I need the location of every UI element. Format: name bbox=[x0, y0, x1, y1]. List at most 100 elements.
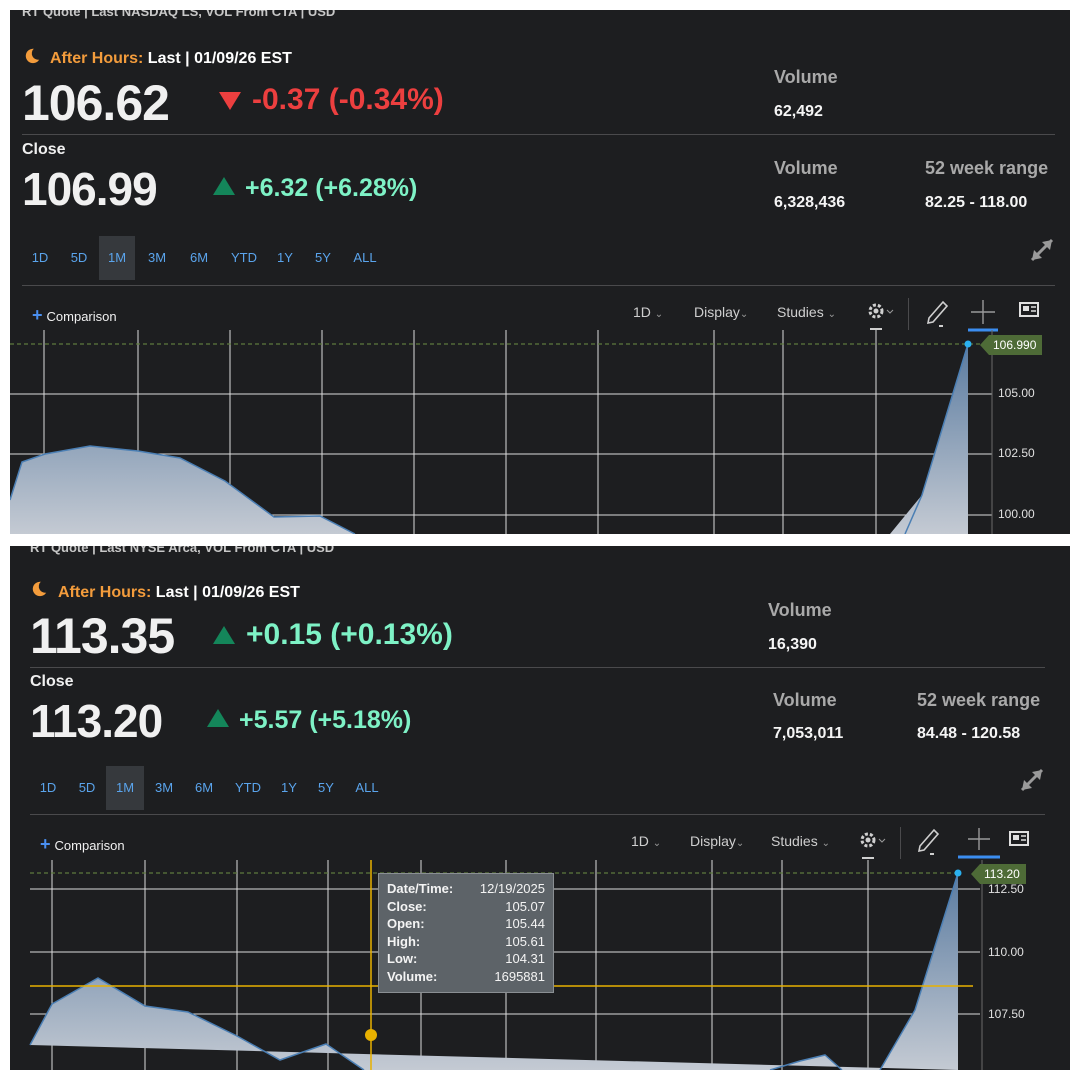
comparison-label: Comparison bbox=[46, 309, 117, 324]
range-ytd[interactable]: YTD bbox=[235, 780, 261, 795]
tooltip-row: Low: 104.31 bbox=[387, 950, 545, 968]
tooltip-key: High: bbox=[387, 933, 421, 949]
comparison-label: Comparison bbox=[54, 838, 125, 853]
range-3m[interactable]: 3M bbox=[147, 250, 167, 265]
quote-panel-2: RT Quote | Last NYSE Arca, VOL From CTA … bbox=[10, 546, 1070, 1070]
range-all[interactable]: ALL bbox=[355, 780, 379, 795]
after-hours-change: +0.15 (+0.13%) bbox=[246, 618, 453, 651]
toolbar-separator bbox=[908, 298, 909, 330]
chevron-down-icon: ⌄ bbox=[735, 838, 745, 849]
crosshair-icon[interactable] bbox=[958, 826, 1000, 860]
tooltip-key: Close: bbox=[387, 898, 427, 914]
range-value: 82.25 - 118.00 bbox=[925, 194, 1028, 211]
moon-icon bbox=[25, 48, 40, 64]
price-chart[interactable] bbox=[10, 330, 1070, 534]
quote-source-line: RT Quote | Last NYSE Arca, VOL From CTA … bbox=[30, 546, 335, 555]
moon-icon bbox=[32, 581, 47, 597]
range-6m[interactable]: 6M bbox=[194, 780, 214, 795]
tooltip-key: Open: bbox=[387, 916, 425, 931]
interval-select[interactable]: 1D ⌄ bbox=[633, 304, 663, 320]
crosshair-icon[interactable] bbox=[968, 298, 998, 332]
comparison-button[interactable]: + Comparison bbox=[32, 305, 117, 326]
after-hours-volume-value: 16,390 bbox=[768, 636, 817, 653]
range-6m[interactable]: 6M bbox=[189, 250, 209, 265]
divider bbox=[30, 667, 1045, 668]
range-ytd[interactable]: YTD bbox=[231, 250, 257, 265]
news-icon[interactable] bbox=[1018, 300, 1042, 320]
interval-select[interactable]: 1D ⌄ bbox=[631, 833, 661, 849]
y-tick-label: 110.00 bbox=[988, 945, 1024, 959]
pencil-icon[interactable] bbox=[916, 826, 942, 856]
triangle-up-icon bbox=[207, 709, 229, 727]
range-1y[interactable]: 1Y bbox=[281, 780, 297, 795]
quote-source-line: RT Quote | Last NASDAQ LS, VOL From CTA … bbox=[22, 10, 336, 19]
close-volume-value: 6,328,436 bbox=[774, 194, 846, 211]
tooltip-value: 1695881 bbox=[494, 968, 545, 984]
news-icon[interactable] bbox=[1008, 829, 1032, 849]
tooltip-value: 12/19/2025 bbox=[479, 881, 545, 896]
expand-icon[interactable] bbox=[1028, 236, 1056, 264]
tooltip-row: Date/Time: 12/19/2025 bbox=[387, 880, 545, 898]
last-price-dot bbox=[964, 340, 972, 348]
comparison-button[interactable]: + Comparison bbox=[40, 834, 125, 855]
after-hours-volume-label: Volume bbox=[774, 67, 838, 87]
after-hours-volume-value: 62,492 bbox=[774, 103, 823, 120]
range-1m[interactable]: 1M bbox=[99, 236, 135, 280]
range-5d[interactable]: 5D bbox=[70, 250, 88, 265]
y-tick-label: 112.50 bbox=[988, 882, 1024, 896]
range-5d[interactable]: 5D bbox=[78, 780, 96, 795]
tooltip-row: Open: 105.44 bbox=[387, 915, 545, 933]
close-label: Close bbox=[30, 673, 74, 690]
toolbar-separator bbox=[900, 827, 901, 859]
triangle-up-icon bbox=[213, 626, 235, 644]
pencil-icon[interactable] bbox=[925, 298, 951, 328]
range-1m[interactable]: 1M bbox=[106, 766, 144, 810]
range-5y[interactable]: 5Y bbox=[318, 780, 334, 795]
display-select[interactable]: Display⌄ bbox=[694, 304, 748, 320]
after-hours-timestamp: Last | 01/09/26 EST bbox=[155, 584, 300, 601]
tooltip-value: 105.44 bbox=[505, 916, 545, 931]
range-label: 52 week range bbox=[925, 158, 1049, 178]
tooltip-row: High: 105.61 bbox=[387, 933, 545, 951]
last-price-tag: 113.20 bbox=[971, 864, 1026, 884]
display-label: Display bbox=[690, 833, 736, 849]
gear-icon[interactable] bbox=[863, 300, 897, 334]
range-1d[interactable]: 1D bbox=[31, 250, 49, 265]
close-volume-label: Volume bbox=[773, 690, 837, 710]
studies-select[interactable]: Studies ⌄ bbox=[777, 304, 836, 320]
interval-label: 1D bbox=[631, 833, 649, 849]
tooltip-key: Volume: bbox=[387, 968, 438, 984]
after-hours-change: -0.37 (-0.34%) bbox=[252, 83, 444, 116]
display-select[interactable]: Display⌄ bbox=[690, 833, 744, 849]
tooltip-value: 105.61 bbox=[505, 933, 545, 949]
close-volume-value: 7,053,011 bbox=[773, 725, 844, 742]
tooltip-value: 104.31 bbox=[505, 951, 545, 966]
range-5y[interactable]: 5Y bbox=[315, 250, 331, 265]
last-price-dot bbox=[954, 869, 962, 877]
price-line-end bbox=[879, 872, 959, 1070]
chevron-down-icon: ⌄ bbox=[827, 309, 836, 320]
close-label: Close bbox=[22, 141, 66, 158]
close-change: +6.32 (+6.28%) bbox=[245, 174, 418, 202]
close-volume-label: Volume bbox=[774, 158, 838, 178]
range-1y[interactable]: 1Y bbox=[277, 250, 293, 265]
studies-label: Studies bbox=[777, 304, 824, 320]
expand-icon[interactable] bbox=[1018, 766, 1046, 794]
gear-icon[interactable] bbox=[855, 829, 889, 863]
studies-select[interactable]: Studies ⌄ bbox=[771, 833, 830, 849]
triangle-down-icon bbox=[219, 92, 241, 110]
after-hours-price: 113.35 bbox=[30, 608, 175, 664]
after-hours-label: After Hours: bbox=[50, 50, 144, 67]
price-area bbox=[10, 344, 968, 534]
divider bbox=[22, 134, 1055, 135]
range-value: 84.48 - 120.58 bbox=[917, 725, 1021, 742]
range-all[interactable]: ALL bbox=[353, 250, 377, 265]
tooltip-value: 105.07 bbox=[505, 898, 545, 914]
range-3m[interactable]: 3M bbox=[154, 780, 174, 795]
tooltip-key: Low: bbox=[387, 951, 418, 966]
range-1d[interactable]: 1D bbox=[39, 780, 57, 795]
price-line-mid bbox=[769, 1054, 843, 1070]
chevron-down-icon: ⌄ bbox=[654, 309, 664, 320]
close-price: 113.20 bbox=[30, 695, 163, 747]
divider bbox=[30, 814, 1045, 815]
